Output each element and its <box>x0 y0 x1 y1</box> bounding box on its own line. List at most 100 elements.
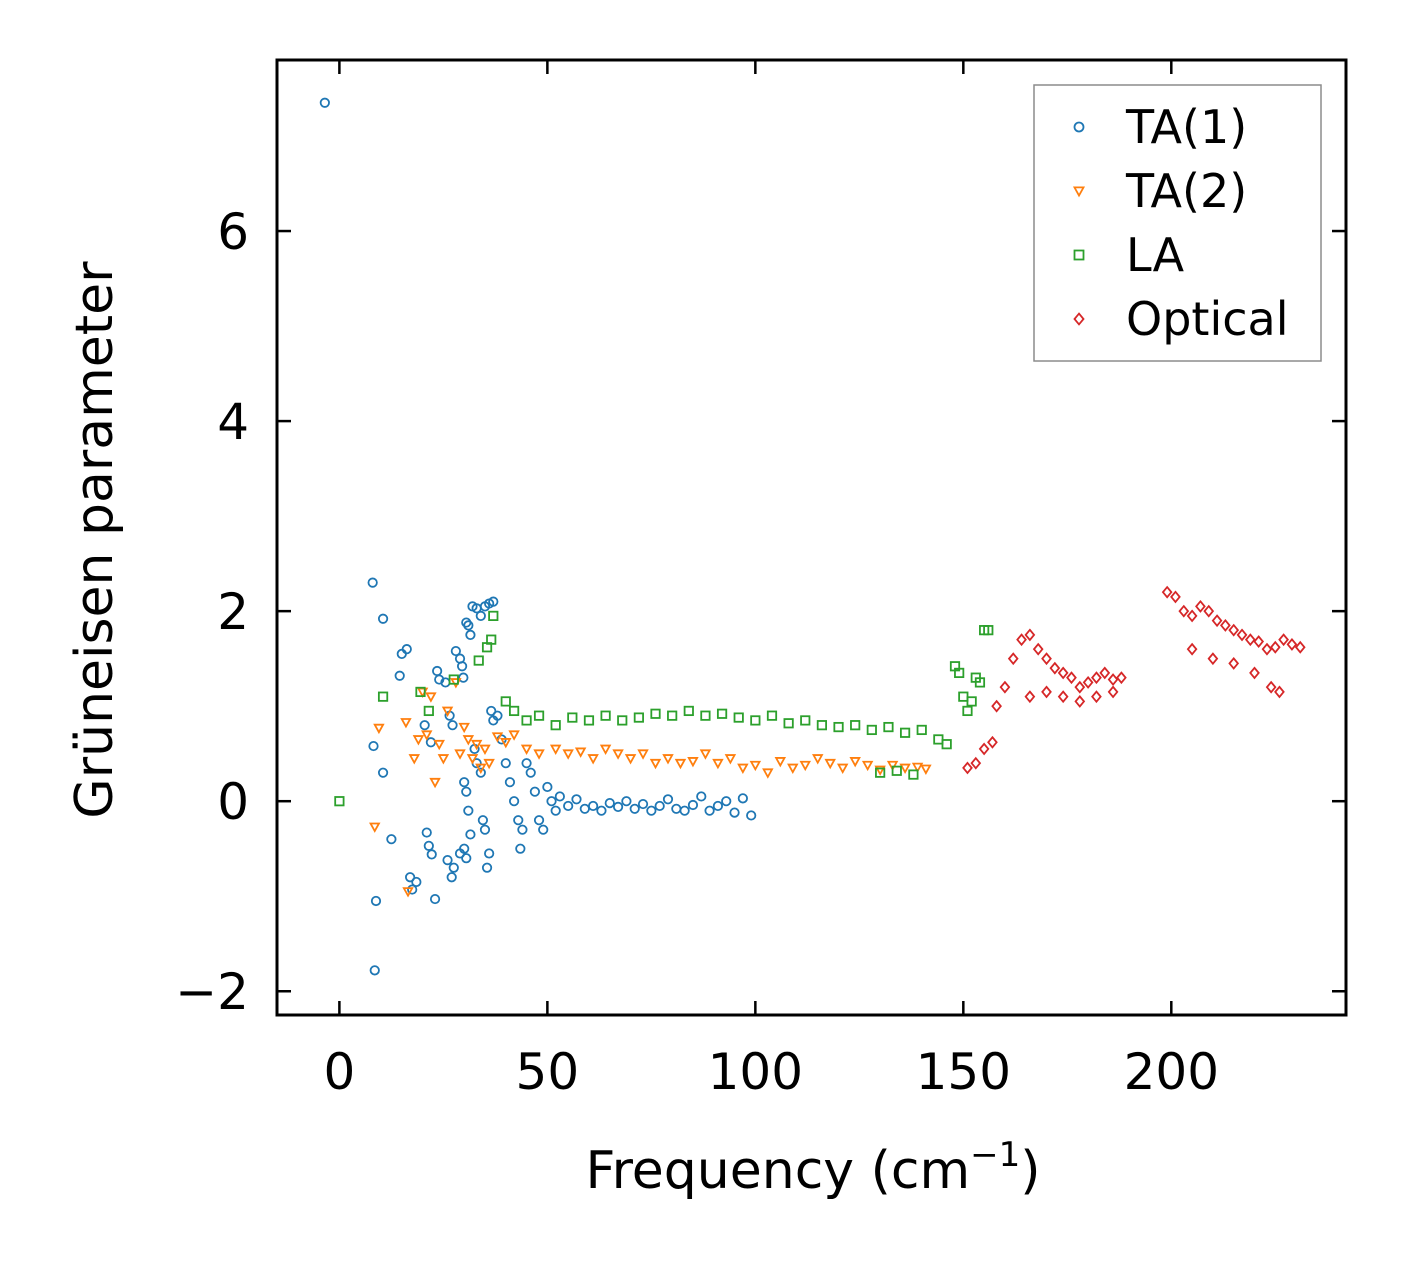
y-tick-label: 0 <box>217 773 249 831</box>
data-point <box>492 710 503 721</box>
data-point <box>716 708 728 719</box>
data-point <box>562 749 574 760</box>
data-point <box>437 754 450 765</box>
data-point <box>447 720 458 731</box>
data-point <box>1274 685 1285 699</box>
data-point <box>1170 590 1181 604</box>
data-point <box>1186 609 1198 623</box>
data-point <box>991 699 1002 713</box>
data-point <box>812 754 824 765</box>
data-point <box>749 760 762 772</box>
data-point <box>737 793 748 804</box>
data-point <box>429 893 441 905</box>
data-point <box>402 887 414 898</box>
y-tick-label: 2 <box>217 583 249 641</box>
data-point <box>1294 640 1306 654</box>
data-point <box>415 686 426 698</box>
data-point <box>911 762 924 774</box>
data-point <box>766 710 778 721</box>
data-point <box>1057 690 1069 704</box>
data-point <box>486 634 497 645</box>
legend-label: TA(2) <box>1125 164 1247 218</box>
data-point <box>1024 690 1036 704</box>
data-point <box>538 824 549 835</box>
data-point <box>974 677 986 688</box>
data-point <box>687 757 699 768</box>
data-point <box>1032 642 1044 656</box>
data-point <box>612 801 624 812</box>
data-point <box>899 727 911 738</box>
data-point <box>583 715 595 726</box>
data-point <box>550 805 561 816</box>
legend-label: Optical <box>1126 292 1288 346</box>
data-point <box>373 723 385 735</box>
data-point <box>1099 666 1111 680</box>
data-point <box>886 760 899 772</box>
data-point <box>1178 604 1190 618</box>
data-layer <box>319 97 1306 976</box>
data-point <box>1024 628 1036 642</box>
data-point <box>816 720 827 731</box>
data-point <box>1236 628 1248 642</box>
data-point <box>1261 642 1273 656</box>
data-point <box>633 712 644 723</box>
data-point <box>520 744 533 755</box>
data-point <box>465 829 476 840</box>
y-tick-label: −2 <box>175 963 249 1021</box>
data-point <box>704 805 715 816</box>
data-point <box>750 715 761 726</box>
data-point <box>458 722 470 734</box>
data-point <box>407 884 418 895</box>
data-point <box>369 822 381 833</box>
data-point <box>525 767 536 778</box>
legend-marker <box>1072 186 1086 198</box>
data-point <box>411 876 422 888</box>
data-point <box>1049 661 1061 675</box>
data-point <box>729 807 740 818</box>
data-point <box>1249 666 1260 680</box>
data-point <box>425 692 437 703</box>
data-point <box>563 800 574 812</box>
data-point <box>454 749 466 760</box>
data-point <box>983 625 994 636</box>
data-point <box>1207 652 1219 666</box>
data-point <box>621 796 632 807</box>
data-point <box>367 577 378 588</box>
data-point <box>1007 652 1019 666</box>
data-point <box>787 763 799 774</box>
data-point <box>377 767 389 778</box>
data-point <box>612 749 624 760</box>
data-point <box>450 645 461 657</box>
data-point <box>646 805 657 816</box>
data-point <box>962 761 973 775</box>
data-point <box>442 855 453 866</box>
x-tick-label: 100 <box>708 1043 803 1101</box>
data-point <box>683 705 694 717</box>
data-point <box>529 786 540 797</box>
data-point <box>746 810 757 821</box>
plot-frame <box>275 58 1348 1017</box>
series-optical <box>962 585 1306 775</box>
legend-label: LA <box>1126 228 1185 282</box>
data-point <box>899 763 911 774</box>
data-point <box>470 739 483 751</box>
x-tick-label: 50 <box>516 1043 580 1101</box>
data-point <box>737 763 749 774</box>
data-point <box>866 724 877 736</box>
data-point <box>517 824 528 835</box>
data-point <box>423 840 434 851</box>
x-tick-label: 200 <box>1124 1043 1219 1101</box>
data-point <box>654 800 665 812</box>
data-point <box>441 706 454 717</box>
data-point <box>462 735 475 746</box>
data-point <box>824 758 836 770</box>
data-point <box>1228 623 1240 637</box>
data-point <box>1253 635 1265 648</box>
data-point <box>674 758 687 770</box>
data-point <box>662 794 674 805</box>
data-point <box>954 667 965 679</box>
data-point <box>521 758 532 769</box>
data-point <box>550 720 561 731</box>
data-point <box>458 672 469 683</box>
data-point <box>400 718 412 729</box>
